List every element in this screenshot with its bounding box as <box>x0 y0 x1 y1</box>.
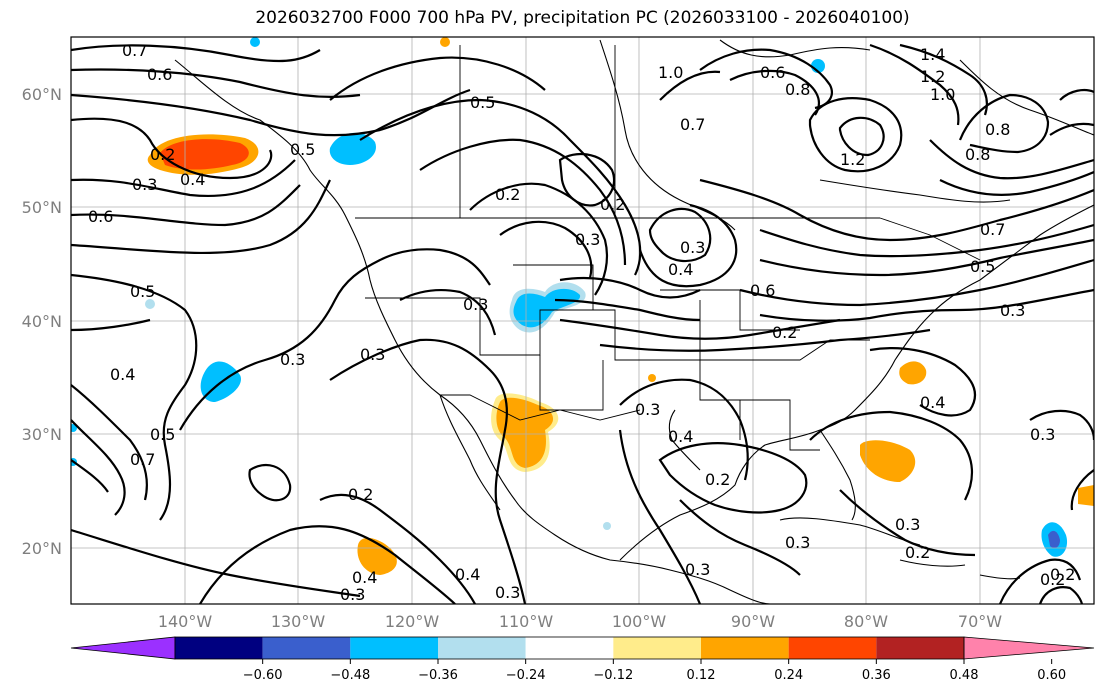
colorbar-tick-label: 0.24 <box>774 668 803 683</box>
contour-label: 0.3 <box>575 230 600 249</box>
lon-label: 130°W <box>271 612 326 631</box>
colorbar-segment <box>701 637 789 659</box>
contour-label: 1.4 <box>920 45 945 64</box>
contour-label: 0.3 <box>1000 301 1025 320</box>
contour-label: 0.3 <box>895 515 920 534</box>
colorbar-tick-label: −0.60 <box>243 668 283 683</box>
colorbar-segment <box>789 637 877 659</box>
lat-label: 40°N <box>22 312 62 331</box>
lat-label: 60°N <box>22 85 62 104</box>
contour-label: 0.5 <box>470 93 495 112</box>
contour-label: 0.4 <box>668 427 693 446</box>
contour-label: 0.6 <box>750 281 775 300</box>
colorbar-segment <box>526 637 614 659</box>
contour-label: 0.2 <box>705 470 730 489</box>
lon-label: 100°W <box>612 612 667 631</box>
contour-label: 0.2 <box>150 145 175 164</box>
colorbar-segment <box>350 637 438 659</box>
contour-label: 0.3 <box>635 400 660 419</box>
contour-label: 0.7 <box>980 220 1005 239</box>
contour-label: 0.3 <box>685 560 710 579</box>
colorbar-segment <box>263 637 351 659</box>
precip-spot-2 <box>440 37 450 47</box>
contour-label: 0.5 <box>130 282 155 301</box>
contour-label: 0.4 <box>455 565 480 584</box>
contour-label: 0.5 <box>970 257 995 276</box>
colorbar <box>71 637 1094 659</box>
lat-label: 20°N <box>22 539 62 558</box>
latitude-labels: 60°N 50°N 40°N 30°N 20°N <box>22 85 62 558</box>
lon-label: 140°W <box>158 612 213 631</box>
lon-label: 120°W <box>385 612 440 631</box>
contour-label: 0.4 <box>920 393 945 412</box>
colorbar-extend-high <box>964 637 1094 659</box>
contour-label: 0.5 <box>290 140 315 159</box>
contour-label: 0.3 <box>1030 425 1055 444</box>
lat-label: 30°N <box>22 425 62 444</box>
contour-label: 0.2 <box>600 195 625 214</box>
contour-label: 0.2 <box>1050 565 1075 584</box>
longitude-labels: 140°W 130°W 120°W 110°W 100°W 90°W 80°W … <box>158 612 1002 631</box>
colorbar-segment <box>876 637 964 659</box>
precip-blob-atlantic-east <box>1078 485 1094 506</box>
contour-label: 0.5 <box>150 425 175 444</box>
contour-label: 0.2 <box>495 185 520 204</box>
contour-label: 0.4 <box>110 365 135 384</box>
contour-label: 0.3 <box>280 350 305 369</box>
contour-label: 0.4 <box>352 568 377 587</box>
colorbar-segment <box>438 637 526 659</box>
precip-spot-1 <box>250 37 260 47</box>
colorbar-extend-low <box>71 637 175 659</box>
colorbar-tick-label: 0.36 <box>862 668 891 683</box>
contour-label: 0.3 <box>680 238 705 257</box>
contour-label: 0.3 <box>360 345 385 364</box>
lon-label: 110°W <box>499 612 554 631</box>
contour-label: 0.4 <box>668 260 693 279</box>
colorbar-tick-label: −0.12 <box>593 668 633 683</box>
colorbar-tick-label: −0.36 <box>418 668 458 683</box>
contour-label: 0.2 <box>348 485 373 504</box>
colorbar-segment <box>613 637 701 659</box>
contour-label: 0.7 <box>680 115 705 134</box>
precip-spot-5 <box>648 374 656 382</box>
contour-label: 0.8 <box>985 120 1010 139</box>
map-area <box>71 37 1094 604</box>
colorbar-segment <box>175 637 263 659</box>
contour-label: 0.2 <box>772 323 797 342</box>
contour-label: 0.3 <box>785 533 810 552</box>
colorbar-tick-label: 0.48 <box>950 668 979 683</box>
contour-label: 1.2 <box>840 150 865 169</box>
contour-label: 0.8 <box>785 80 810 99</box>
contour-label: 0.7 <box>122 41 147 60</box>
contour-label: 0.7 <box>130 450 155 469</box>
contour-label: 0.3 <box>132 175 157 194</box>
contour-label: 0.2 <box>905 543 930 562</box>
lon-label: 70°W <box>958 612 1002 631</box>
lon-label: 90°W <box>731 612 775 631</box>
contour-label: 1.0 <box>658 63 683 82</box>
precip-spot-6 <box>603 522 611 530</box>
contour-label: 0.3 <box>495 583 520 602</box>
contour-label: 0.6 <box>147 65 172 84</box>
contour-label: 0.8 <box>965 145 990 164</box>
contour-label: 0.4 <box>180 170 205 189</box>
lon-label: 80°W <box>844 612 888 631</box>
contour-label: 0.6 <box>88 207 113 226</box>
contour-label: 0.3 <box>463 295 488 314</box>
contour-label: 0.3 <box>340 585 365 604</box>
colorbar-ticks: −0.60 −0.48 −0.36 −0.24 −0.12 0.12 0.24 0.36 0.4… <box>243 659 1066 683</box>
colorbar-tick-label: 0.60 <box>1037 668 1066 683</box>
colorbar-tick-label: −0.48 <box>330 668 370 683</box>
lat-label: 50°N <box>22 198 62 217</box>
colorbar-tick-label: 0.12 <box>687 668 716 683</box>
contour-label: 1.0 <box>930 85 955 104</box>
contour-label: 0.6 <box>760 63 785 82</box>
colorbar-tick-label: −0.24 <box>506 668 546 683</box>
contour-label: 1.2 <box>920 67 945 86</box>
